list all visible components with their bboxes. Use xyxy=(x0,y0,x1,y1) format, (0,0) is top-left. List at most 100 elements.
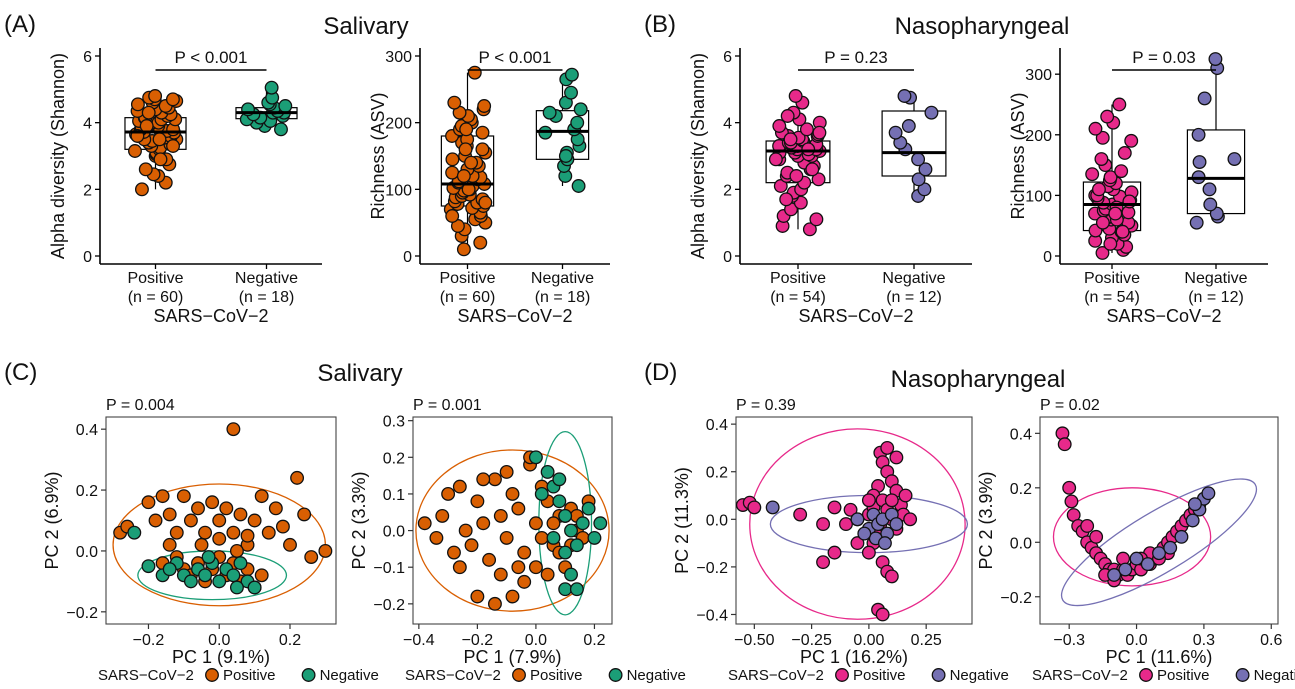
data-point xyxy=(884,493,899,508)
x-tick-label: 0.2 xyxy=(583,632,605,649)
data-point xyxy=(1095,215,1110,230)
x-tick-n-label: (n = 12) xyxy=(1188,289,1244,306)
data-point xyxy=(493,567,508,582)
plot-marks xyxy=(1052,426,1258,607)
data-point xyxy=(169,525,184,540)
data-point xyxy=(542,105,557,120)
x-tick-label: Positive xyxy=(1084,270,1140,287)
y-tick-label: 2 xyxy=(723,182,732,199)
legend-title: SARS−CoV−2 xyxy=(98,667,194,684)
data-point xyxy=(1100,109,1115,124)
data-point xyxy=(793,507,808,522)
plot-marks xyxy=(736,428,969,622)
data-point xyxy=(1089,529,1104,544)
data-point xyxy=(176,489,191,504)
x-axis-label: SARS−CoV−2 xyxy=(1106,306,1221,326)
confidence-ellipse xyxy=(1060,478,1258,607)
data-point xyxy=(811,172,826,187)
y-tick-label: −0.4 xyxy=(696,607,728,624)
data-point xyxy=(924,105,939,120)
data-point xyxy=(278,99,293,113)
data-point xyxy=(903,512,918,527)
pca-plot-3: −0.50 −0.25 0.00 0.25 −0.4 −0.2 0.0 0.2 0.4 P = 0… xyxy=(672,397,1009,684)
data-point xyxy=(441,486,456,501)
data-point xyxy=(226,422,241,437)
data-point xyxy=(148,89,163,103)
legend-label-negative: Negative xyxy=(627,667,686,684)
legend-label-positive: Positive xyxy=(530,667,583,684)
data-point xyxy=(571,179,586,193)
data-point xyxy=(475,142,490,157)
y-tick-label: 0 xyxy=(723,249,732,266)
data-point xyxy=(464,155,479,170)
data-point xyxy=(569,538,584,553)
y-tick-label: 6 xyxy=(83,49,92,66)
data-point xyxy=(911,152,926,167)
data-point xyxy=(445,152,460,167)
data-point xyxy=(467,65,482,80)
y-tick-label: 0.0 xyxy=(383,524,405,541)
section-title-nasopharyngeal-top: Nasopharyngeal xyxy=(895,13,1070,40)
data-point xyxy=(517,545,532,560)
data-point xyxy=(809,212,824,227)
data-point xyxy=(283,537,297,552)
data-point xyxy=(435,508,450,523)
data-point xyxy=(445,209,460,223)
data-point xyxy=(889,517,904,532)
data-point xyxy=(569,582,584,597)
data-point xyxy=(297,507,312,522)
data-point xyxy=(511,560,526,575)
data-point xyxy=(452,479,467,494)
legend-label-negative: Negative xyxy=(1254,667,1295,684)
y-axis-label: Alpha diversity (Shannon) xyxy=(48,53,68,259)
data-point xyxy=(880,440,895,455)
data-point xyxy=(470,494,485,509)
section-title-salivary-top: Salivary xyxy=(323,13,408,40)
data-point xyxy=(1129,551,1144,566)
data-point xyxy=(1095,130,1110,145)
y-axis-label: PC 2 (6.9%) xyxy=(42,471,62,569)
y-tick-label: 0.4 xyxy=(706,417,728,434)
data-point xyxy=(476,516,491,531)
x-tick-n-label: (n = 18) xyxy=(239,289,295,306)
data-point xyxy=(1187,497,1202,512)
data-point xyxy=(779,192,794,207)
data-point xyxy=(1189,215,1204,230)
x-tick-n-label: (n = 54) xyxy=(1084,289,1140,306)
data-point xyxy=(201,550,216,564)
y-tick-label: 0.2 xyxy=(706,465,728,482)
data-point xyxy=(138,162,153,177)
pvalue-label: P = 0.02 xyxy=(1040,397,1100,414)
x-tick-label: 0.2 xyxy=(279,632,301,649)
data-point xyxy=(802,222,817,237)
data-point xyxy=(198,525,213,540)
legend-label-negative: Negative xyxy=(950,667,1009,684)
data-point xyxy=(1095,246,1110,260)
data-point xyxy=(473,235,488,250)
x-tick-n-label: (n = 60) xyxy=(128,289,184,306)
data-point xyxy=(1091,182,1106,197)
data-point xyxy=(127,525,142,540)
data-point xyxy=(540,465,555,479)
panel-label-a: (A) xyxy=(4,11,36,38)
pvalue-label: P < 0.001 xyxy=(479,48,552,67)
y-tick-label: 0.2 xyxy=(383,450,405,467)
x-tick-label: Negative xyxy=(531,270,594,287)
x-axis-label: PC 1 (9.1%) xyxy=(172,647,270,667)
data-point xyxy=(205,495,220,510)
y-tick-label: 0 xyxy=(403,249,412,266)
confidence-ellipse xyxy=(1052,487,1212,587)
data-point xyxy=(162,562,177,577)
data-point xyxy=(233,507,248,522)
data-point xyxy=(1174,529,1189,544)
x-axis-label: PC 1 (16.2%) xyxy=(800,647,908,667)
data-point xyxy=(1185,513,1200,528)
data-point xyxy=(1191,127,1206,142)
x-tick-label: 0.00 xyxy=(853,632,884,649)
data-point xyxy=(254,568,269,583)
x-tick-label: 0.0 xyxy=(525,632,547,649)
data-point xyxy=(540,567,555,582)
data-point xyxy=(166,139,180,153)
data-point xyxy=(447,545,461,560)
data-point xyxy=(1117,146,1132,160)
